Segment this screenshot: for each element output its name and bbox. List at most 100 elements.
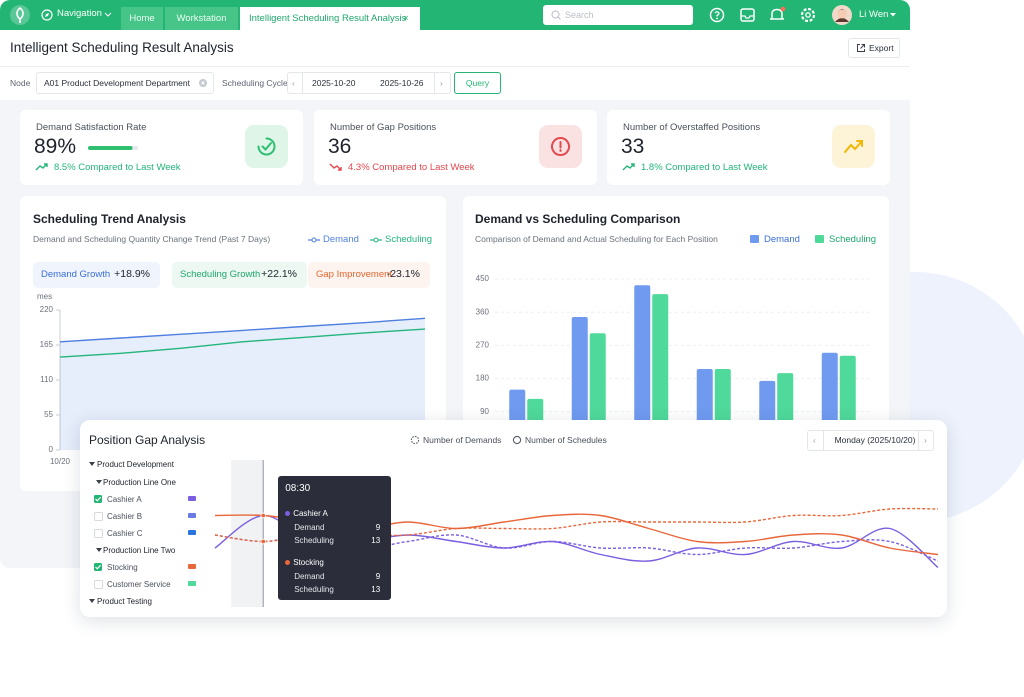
trend-arrow [329,163,342,171]
legend-icon [512,435,522,445]
next-arrow[interactable]: › [440,78,443,88]
tree-item: Customer Service [107,580,171,589]
nav-menu[interactable]: Navigation [57,8,102,19]
kpi-change: 1.8% Compared to Last Week [641,162,768,173]
tree-item: Cashier A [107,495,142,504]
date-picker[interactable]: ‹ Monday (2025/10/20) › [807,430,934,451]
logo [10,5,30,25]
checkbox[interactable] [94,512,103,521]
tooltip-dot [285,560,291,565]
tab[interactable]: Home [121,7,163,30]
start-date: 2025-10-20 [312,78,356,88]
bell-icon[interactable] [770,6,786,20]
nav-caret [104,12,112,17]
inbox-icon[interactable] [740,8,755,22]
y-tick-label: 360 [476,307,490,316]
tooltip-time: 08:30 [285,483,311,494]
help-icon[interactable] [709,7,725,23]
tab[interactable]: Workstation [165,7,238,30]
trend-arrow [622,163,635,171]
stat-label: Demand Growth [41,269,111,280]
kpi-icon [539,125,582,168]
y-tick-label: 90 [480,407,489,416]
tooltip-key: Demand [294,572,325,581]
query-button[interactable]: Query [454,72,501,94]
kpi-change: 8.5% Compared to Last Week [54,162,181,173]
tooltip-value: 13 [371,584,381,594]
avatar[interactable] [832,5,852,25]
tooltip-value: 13 [371,535,381,545]
tree-node: Production Line One [103,478,176,487]
series-swatch [188,581,196,586]
kpi-icon-glyph [257,137,276,156]
check [95,496,102,502]
legend-dot [311,237,317,243]
y-tick-label: 180 [476,374,490,383]
kpi-icon-glyph [551,137,570,156]
legend-icon [410,435,420,445]
x-tick-label: 10/20 [50,457,71,466]
bar [589,333,606,445]
kpi-value: 33 [621,135,645,158]
y-tick-label: 450 [476,274,490,283]
export-label: Export [869,43,894,53]
node-select[interactable]: A01 Product Development Department [36,72,214,94]
prev-arrow[interactable]: ‹ [292,78,295,88]
legend-icon [308,237,320,243]
legend-label: Demand [764,234,800,245]
trend-arrow-path [35,163,48,171]
series-swatch [188,530,196,535]
chart-title: Position Gap Analysis [89,433,206,447]
y-tick-label: 110 [40,375,53,384]
user-name[interactable]: Li Wen [859,9,889,20]
kpi-card: Number of Overstaffed Positions 33 1.8% Co… [607,110,890,185]
kpi-change: 4.3% Compared to Last Week [348,162,475,173]
tree-item: Stocking [107,563,138,572]
legend-label: Number of Schedules [525,435,607,445]
date-label: Monday (2025/10/20) [834,435,916,445]
tree-caret [96,480,102,484]
next-day[interactable]: › [924,435,927,445]
checkbox[interactable] [94,495,102,503]
cursor-dot [260,538,266,545]
legend-circle [410,435,420,445]
tooltip-value: 9 [375,572,381,581]
tree-node: Product Testing [97,597,152,606]
checkbox[interactable] [94,580,103,589]
search-box[interactable]: Search [543,5,693,25]
series-swatch [188,496,196,501]
line [59,317,426,343]
checkbox[interactable] [94,563,102,571]
settings-icon[interactable] [800,7,816,23]
tooltip-key: Scheduling [294,535,334,545]
search-icon [551,10,561,20]
export-icon [857,44,865,52]
prev-day[interactable]: ‹ [813,435,816,445]
stat-value: +22.1% [261,268,297,280]
end-date: 2025-10-26 [380,78,424,88]
legend-label: Scheduling [385,234,433,245]
kpi-icon-bg [245,125,288,168]
tab-close[interactable]: × [403,13,409,24]
trend-plot: mes 0 55 110 165 220 10/20 [37,292,426,466]
tree-caret [89,599,95,603]
check-path [95,496,102,502]
tree-node: Product Development [97,460,174,469]
node-label: Node [10,78,31,88]
progress-fill [88,146,133,150]
checkbox[interactable] [94,529,103,538]
cursor-dot [260,512,266,519]
export-button[interactable]: Export [848,38,900,58]
date-range[interactable]: ‹ 2025-10-20 2025-10-26 › [287,72,451,94]
tooltip-dot [285,511,291,516]
user-caret [890,13,896,17]
legend-dot [373,237,379,243]
bar [571,316,588,445]
clear-icon[interactable] [199,79,207,87]
y-tick-label: 0 [49,445,54,454]
tab-active[interactable]: Intelligent Scheduling Result Analysis × [240,7,420,30]
stat-pill: Gap Improvement -23.1% [308,262,430,288]
y-tick-label: 165 [40,340,54,349]
y-axis-label: mes [37,292,52,301]
tooltip-key: Demand [294,523,325,532]
